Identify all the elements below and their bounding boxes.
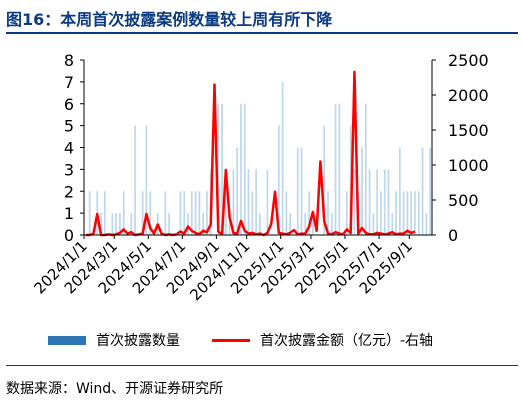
bar-44	[251, 191, 254, 235]
bar-84	[402, 191, 405, 235]
bar-59	[308, 191, 310, 235]
bar-21	[164, 191, 167, 235]
bar-82	[395, 191, 397, 235]
bar-5	[103, 191, 106, 235]
bar-40	[236, 147, 239, 235]
bar-28	[190, 191, 193, 235]
bar-35	[217, 103, 220, 235]
bar-30	[198, 191, 201, 235]
left-tick-label-3: 3	[64, 160, 74, 179]
bar-38	[228, 213, 231, 236]
left-tick-label-7: 7	[64, 73, 74, 92]
chart-legend: 首次披露数量 首次披露金额（亿元）-右轴	[0, 330, 522, 350]
left-tick-label-4: 4	[64, 139, 74, 158]
bar-13	[134, 125, 136, 236]
bar-71	[353, 169, 356, 236]
bar-48	[266, 169, 269, 236]
bar-60	[312, 213, 314, 236]
bar-42	[243, 103, 246, 235]
bar-22	[168, 213, 170, 236]
bar-51	[277, 125, 280, 236]
bar-39	[232, 169, 235, 236]
bar-7	[111, 213, 114, 236]
bar-77	[376, 169, 378, 236]
bar-53	[285, 191, 288, 235]
left-tick-label-6: 6	[64, 95, 74, 114]
bar-45	[255, 169, 257, 236]
right-tick-label-1500: 1500	[448, 121, 489, 140]
bar-80	[387, 169, 390, 236]
legend-line-label: 首次披露金额（亿元）-右轴	[260, 333, 434, 349]
bar-41	[240, 103, 242, 235]
bar-87	[414, 191, 416, 235]
right-tick-label-2500: 2500	[448, 51, 489, 70]
bar-88	[417, 191, 420, 235]
bar-69	[346, 191, 348, 235]
legend-line-swatch	[212, 338, 250, 342]
bar-32	[206, 191, 208, 235]
right-tick-label-1000: 1000	[448, 156, 489, 175]
bar-74	[364, 103, 367, 235]
right-tick-label-0: 0	[448, 226, 458, 245]
bar-86	[410, 191, 413, 235]
bar-81	[391, 213, 394, 236]
bar-27	[187, 213, 189, 236]
bar-65	[330, 213, 333, 236]
left-tick-label-1: 1	[64, 204, 74, 223]
bar-66	[334, 103, 337, 235]
bar-17	[149, 191, 152, 235]
bar-1	[88, 191, 91, 235]
bar-79	[383, 169, 386, 236]
bar-26	[183, 191, 186, 235]
bar-29	[194, 191, 197, 235]
left-tick-label-5: 5	[64, 117, 74, 136]
right-tick-label-2000: 2000	[448, 86, 489, 105]
bar-64	[327, 191, 329, 235]
left-tick-label-2: 2	[64, 182, 74, 201]
bar-58	[304, 213, 307, 236]
legend-item-line: 首次披露金额（亿元）-右轴	[212, 330, 433, 350]
bar-15	[141, 191, 144, 235]
left-tick-label-8: 8	[64, 51, 74, 70]
bar-63	[323, 125, 326, 236]
legend-bar-swatch	[48, 335, 86, 345]
bar-91	[429, 147, 431, 235]
bar-83	[399, 147, 401, 235]
bar-85	[406, 191, 409, 235]
bar-36	[221, 103, 223, 235]
bar-43	[247, 169, 250, 236]
bar-57	[300, 147, 303, 235]
bar-25	[179, 191, 182, 235]
bar-4	[100, 213, 102, 236]
amount-line	[85, 70, 416, 237]
left-tick-label-0: 0	[64, 226, 74, 245]
legend-bar-label: 首次披露数量	[96, 333, 180, 349]
legend-item-bar: 首次披露数量	[48, 330, 180, 350]
bar-89	[421, 147, 424, 235]
bar-46	[259, 213, 261, 236]
figure-header: 图16：本周首次披露案例数量较上周有所下降	[6, 4, 518, 34]
bar-16	[145, 125, 148, 236]
bar-75	[368, 169, 371, 236]
bar-54	[289, 213, 291, 236]
source-divider	[6, 365, 518, 366]
bar-56	[296, 147, 299, 235]
bar-67	[338, 103, 341, 235]
figure-title: 图16：本周首次披露案例数量较上周有所下降	[6, 10, 333, 29]
chart-canvas: 012345678050010001500200025002024/1/1202…	[30, 51, 489, 304]
bar-76	[372, 213, 375, 236]
title-divider	[6, 32, 518, 34]
bar-52	[281, 81, 284, 236]
bar-37	[225, 191, 227, 235]
bar-12	[130, 213, 133, 236]
bar-10	[122, 191, 125, 235]
bar-8	[115, 213, 117, 236]
right-tick-label-500: 500	[448, 191, 479, 210]
bar-73	[361, 147, 363, 235]
bar-90	[425, 213, 428, 236]
bar-78	[380, 191, 382, 235]
bar-31	[202, 213, 204, 236]
figure-source: 数据来源：Wind、开源证券研究所	[6, 381, 224, 397]
bar-9	[119, 213, 121, 236]
